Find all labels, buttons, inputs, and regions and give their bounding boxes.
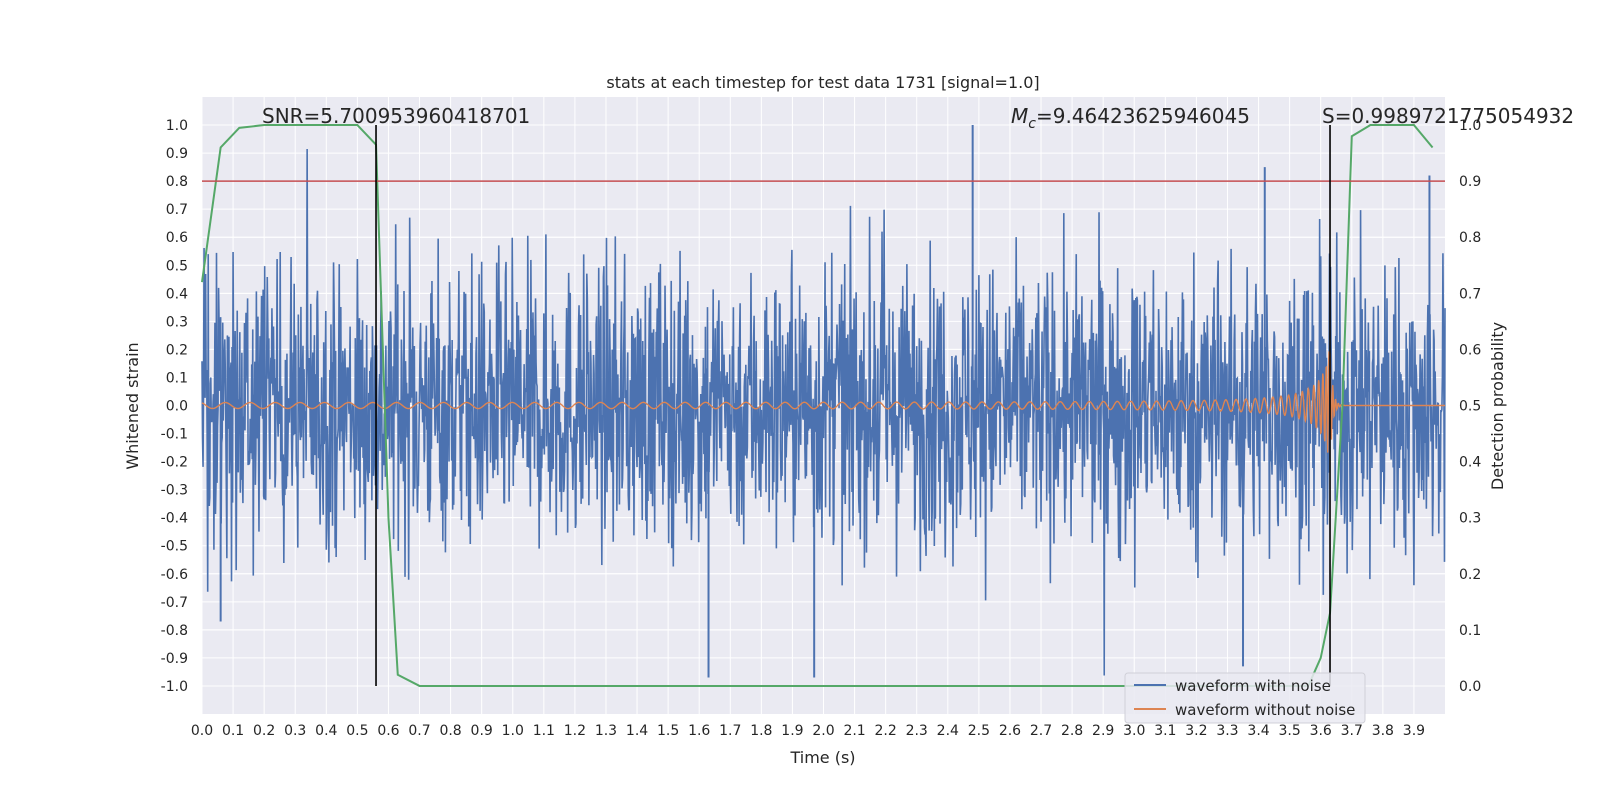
chirp-mass-subscript: c [1028,116,1036,132]
y-tick-label: 0.0 [166,399,188,415]
x-tick-label: 3.1 [1154,723,1176,739]
x-tick-label: 3.8 [1372,723,1394,739]
x-tick-label: 2.4 [937,723,959,739]
x-tick-label: 3.7 [1341,723,1363,739]
y-right-tick-label: 0.4 [1459,455,1481,471]
chirp-mass-annotation: Mc=9.46423625946045 [1011,104,1250,132]
y-tick-label: -1.0 [161,679,188,695]
x-tick-label: 0.1 [222,723,244,739]
x-tick-label: 1.1 [533,723,555,739]
y-tick-label: -0.6 [161,567,188,583]
y-right-tick-label: 0.5 [1459,399,1481,415]
y-axis-ticks: 1.0 0.9 0.8 0.7 0.6 0.5 0.4 0.3 0.2 0.1 0.0 -0.1 -0.… [161,118,188,695]
x-tick-label: 0.2 [253,723,275,739]
y-tick-label: -0.5 [161,539,188,555]
x-tick-label: 1.4 [626,723,648,739]
y-right-axis-label: Detection probability [1488,322,1507,490]
y-tick-label: -0.9 [161,651,188,667]
plot-content [201,124,1446,687]
detection-probability-line [201,124,1434,687]
y-tick-label: 0.7 [166,202,188,218]
chirp-mass-symbol: M [1011,104,1028,128]
chirp-mass-value: =9.46423625946045 [1036,104,1250,128]
legend-label-noise: waveform with noise [1175,677,1331,695]
x-axis-label: Time (s) [789,748,855,767]
y-tick-label: -0.8 [161,623,188,639]
x-tick-label: 1.5 [657,723,679,739]
x-tick-label: 1.7 [719,723,741,739]
x-tick-label: 0.3 [284,723,306,739]
legend-label-clean: waveform without noise [1175,701,1355,719]
chart-title: stats at each timestep for test data 173… [606,73,1039,92]
y-tick-label: 0.4 [166,286,188,302]
x-tick-label: 3.3 [1216,723,1238,739]
x-tick-label: 0.7 [408,723,430,739]
x-tick-label: 1.0 [502,723,524,739]
y-right-tick-label: 0.7 [1459,286,1481,302]
x-tick-label: 0.0 [191,723,213,739]
x-tick-label: 0.4 [315,723,337,739]
y-right-tick-label: 0.1 [1459,623,1481,639]
x-tick-label: 3.6 [1310,723,1332,739]
y-tick-label: 0.9 [166,146,188,162]
y-right-tick-label: 0.3 [1459,511,1481,527]
y-right-tick-label: 0.0 [1459,679,1481,695]
y-tick-label: 0.6 [166,230,188,246]
s-annotation: S=0.9989721775054932 [1322,104,1574,128]
clean-waveform-line [201,351,1445,453]
x-tick-label: 1.9 [781,723,803,739]
x-tick-label: 0.8 [439,723,461,739]
y-right-tick-label: 0.2 [1459,567,1481,583]
y-tick-label: 0.1 [166,370,188,386]
x-tick-label: 2.2 [875,723,897,739]
y-right-tick-label: 0.6 [1459,342,1481,358]
x-tick-label: 2.1 [843,723,865,739]
y-tick-label: 0.8 [166,174,188,190]
x-tick-label: 2.5 [968,723,990,739]
y-tick-label: -0.3 [161,483,188,499]
x-tick-label: 2.8 [1061,723,1083,739]
y-axis-label: Whitened strain [123,342,142,469]
y-tick-label: -0.7 [161,595,188,611]
x-tick-label: 3.0 [1123,723,1145,739]
legend: waveform with noise waveform without noi… [1124,672,1366,724]
x-tick-label: 2.9 [1092,723,1114,739]
x-tick-label: 1.8 [750,723,772,739]
y-tick-label: 0.3 [166,314,188,330]
y-tick-label: -0.4 [161,511,188,527]
y-tick-label: 1.0 [166,118,188,134]
x-tick-label: 2.3 [906,723,928,739]
y-tick-label: -0.1 [161,427,188,443]
x-tick-label: 1.2 [564,723,586,739]
snr-annotation: SNR=5.700953960418701 [262,104,530,128]
x-tick-label: 0.6 [377,723,399,739]
y-right-axis-ticks: 1.0 0.9 0.8 0.7 0.6 0.5 0.4 0.3 0.2 0.1 0.0 [1459,118,1481,695]
x-tick-label: 3.9 [1403,723,1425,739]
x-tick-label: 3.4 [1247,723,1269,739]
y-tick-label: 0.5 [166,258,188,274]
x-tick-label: 0.5 [346,723,368,739]
y-right-tick-label: 1.0 [1459,118,1481,134]
x-tick-label: 3.2 [1185,723,1207,739]
y-right-tick-label: 0.8 [1459,230,1481,246]
y-tick-label: 0.2 [166,342,188,358]
x-tick-label: 1.3 [595,723,617,739]
y-right-tick-label: 0.9 [1459,174,1481,190]
x-tick-label: 2.6 [999,723,1021,739]
y-tick-label: -0.2 [161,455,188,471]
legend-box [1124,672,1366,724]
x-tick-label: 2.0 [812,723,834,739]
x-tick-label: 2.7 [1030,723,1052,739]
x-tick-label: 0.9 [471,723,493,739]
x-axis-ticks: 0.0 0.1 0.2 0.3 0.4 0.5 0.6 0.7 0.8 0.9 1.0 1.1 1.2 1… [191,723,1425,739]
x-tick-label: 1.6 [688,723,710,739]
x-tick-label: 3.5 [1278,723,1300,739]
